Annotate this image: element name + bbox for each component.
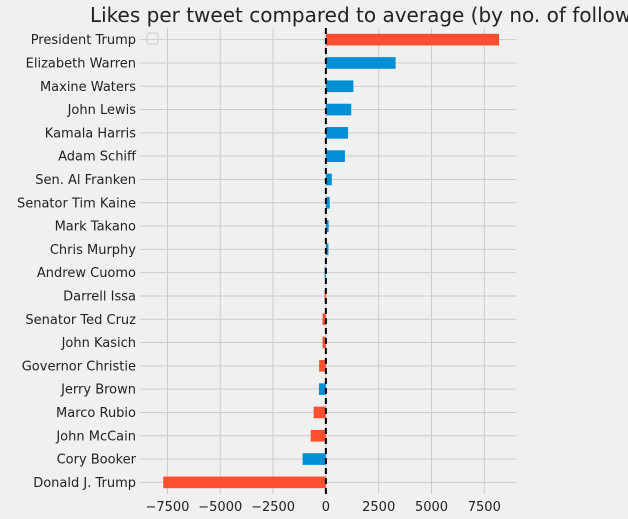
bar [325, 220, 329, 232]
bar [319, 360, 326, 372]
category-label: John Lewis [67, 103, 137, 118]
x-tick-label: 5000 [415, 500, 448, 515]
bar [325, 103, 352, 116]
legend-box [146, 32, 159, 45]
grid [140, 28, 516, 494]
category-label: Jerry Brown [60, 383, 136, 398]
category-label: Cory Booker [57, 453, 137, 468]
category-label: Adam Schiff [58, 150, 137, 165]
bar [163, 476, 326, 489]
x-tick-label: 0 [322, 500, 330, 515]
bar [325, 150, 345, 162]
bar [325, 127, 349, 139]
chart-title: Likes per tweet compared to average (by … [90, 3, 628, 27]
category-label: Senator Tim Kaine [17, 196, 136, 211]
x-tick-label: 7500 [468, 500, 501, 515]
category-label: Governor Christie [22, 359, 136, 374]
category-label: John McCain [55, 429, 136, 444]
x-tick-label: −7500 [145, 500, 189, 515]
category-labels: President Trump Elizabeth Warren Maxine Wa… [17, 33, 137, 491]
bar [325, 173, 332, 186]
bar [302, 453, 326, 465]
bars [163, 33, 500, 489]
x-tick-labels: −7500 −5000 −2500 0 2500 5000 7500 [145, 500, 500, 515]
bar [318, 383, 326, 395]
bar [325, 196, 330, 209]
bar [325, 80, 354, 93]
bar [322, 313, 326, 326]
category-label: Sen. Al Franken [35, 173, 136, 188]
x-tick-label: −5000 [198, 500, 242, 515]
bar [310, 429, 326, 442]
bar [322, 336, 326, 349]
bar [325, 243, 329, 256]
category-label: President Trump [31, 33, 136, 48]
category-label: John Kasich [61, 336, 136, 351]
category-label: Elizabeth Warren [26, 56, 136, 71]
x-tick-label: 2500 [362, 500, 395, 515]
bar [313, 406, 326, 419]
category-label: Mark Takano [55, 220, 136, 235]
category-label: Chris Murphy [50, 243, 136, 258]
bar [325, 57, 396, 69]
bar [325, 33, 500, 46]
category-label: Andrew Cuomo [37, 266, 136, 281]
category-label: Senator Ted Cruz [25, 313, 136, 328]
category-label: Donald J. Trump [33, 476, 136, 491]
category-label: Maxine Waters [40, 80, 136, 95]
category-label: Kamala Harris [45, 126, 136, 141]
category-label: Darrell Issa [63, 289, 136, 304]
category-label: Marco Rubio [56, 406, 136, 421]
bar [324, 290, 326, 302]
x-tick-label: −2500 [251, 500, 295, 515]
